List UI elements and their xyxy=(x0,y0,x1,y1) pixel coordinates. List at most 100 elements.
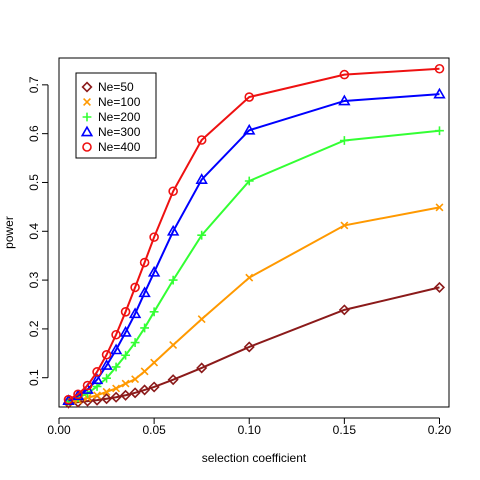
data-point-diamond xyxy=(101,393,113,405)
data-point-diamond xyxy=(196,362,208,374)
data-point-triangle xyxy=(166,224,180,236)
series-line xyxy=(68,206,440,404)
plot-frame xyxy=(58,57,450,408)
data-point-circle xyxy=(63,394,74,405)
series-ne-100 xyxy=(64,203,444,407)
data-point-diamond xyxy=(129,387,141,399)
data-point-circle xyxy=(92,367,102,377)
data-point-diamond xyxy=(110,391,122,403)
data-point-circle xyxy=(149,232,159,242)
data-point-x xyxy=(150,358,159,367)
data-point-x xyxy=(93,391,102,400)
legend-label: Ne=50 xyxy=(98,80,134,94)
data-point-diamond xyxy=(148,381,160,393)
data-point-circle xyxy=(168,186,178,197)
data-point-x xyxy=(245,273,254,282)
legend-marker-plus xyxy=(82,112,92,122)
series-ne-50 xyxy=(62,281,446,409)
data-point-triangle xyxy=(338,94,351,106)
y-tick-label: 0.3 xyxy=(27,271,41,288)
data-point-x xyxy=(140,367,149,376)
legend-marker-circle xyxy=(82,142,92,152)
data-point-plus xyxy=(168,275,178,285)
data-point-triangle xyxy=(100,359,113,370)
data-point-plus xyxy=(121,350,130,360)
series-ne-200 xyxy=(64,126,444,406)
legend-label: Ne=400 xyxy=(98,140,141,154)
data-point-x xyxy=(340,221,349,230)
data-point-circle xyxy=(434,63,445,74)
x-axis: 0.00 0.05 0.10 0.15 0.20 xyxy=(47,417,452,437)
data-point-plus xyxy=(149,307,159,317)
data-point-circle xyxy=(339,69,350,80)
data-point-plus xyxy=(197,230,207,240)
x-tick-label: 0.05 xyxy=(142,423,166,437)
series-group xyxy=(62,63,446,409)
x-tick-label: 0.15 xyxy=(333,423,357,437)
data-point-triangle xyxy=(243,123,256,135)
x-tick-label: 0.00 xyxy=(47,423,71,437)
legend-label: Ne=300 xyxy=(98,125,141,139)
series-ne-400 xyxy=(63,63,445,405)
legend-item: Ne=300 xyxy=(80,125,141,139)
data-point-x xyxy=(131,375,140,384)
data-point-diamond xyxy=(243,341,255,353)
legend-item: Ne=50 xyxy=(81,80,134,94)
data-point-circle xyxy=(139,257,150,268)
data-point-triangle xyxy=(147,265,161,277)
data-point-circle xyxy=(120,307,131,317)
legend-label: Ne=200 xyxy=(98,110,141,124)
data-point-circle xyxy=(73,389,83,400)
data-point-diamond xyxy=(120,389,132,401)
data-point-diamond xyxy=(167,374,179,386)
legend-marker-triangle xyxy=(80,125,94,137)
data-point-triangle xyxy=(195,173,208,184)
data-point-circle xyxy=(82,380,93,391)
x-tick-label: 0.10 xyxy=(238,423,262,437)
data-point-plus xyxy=(339,136,349,145)
x-tick-label: 0.20 xyxy=(428,423,452,437)
data-point-circle xyxy=(130,282,140,293)
data-point-x xyxy=(435,203,444,212)
series-line xyxy=(68,129,440,403)
data-point-x xyxy=(169,341,178,349)
x-axis-title: selection coefficient xyxy=(202,451,307,465)
legend-item: Ne=200 xyxy=(82,110,141,124)
data-point-triangle xyxy=(109,343,123,355)
data-point-plus xyxy=(130,338,140,347)
data-point-circle xyxy=(244,92,255,102)
data-point-circle xyxy=(111,329,121,340)
series-line xyxy=(68,67,440,401)
legend-item: Ne=400 xyxy=(82,140,141,154)
legend-item: Ne=100 xyxy=(83,95,141,109)
legend-label: Ne=100 xyxy=(98,95,141,109)
data-point-triangle xyxy=(138,286,151,298)
data-point-triangle xyxy=(90,373,104,385)
y-tick-label: 0.1 xyxy=(27,369,41,386)
data-point-circle xyxy=(196,135,207,145)
data-point-x xyxy=(102,387,111,396)
axes: 0.00 0.05 0.10 0.15 0.200.10.20.30.40.50.60.… xyxy=(2,57,452,465)
data-point-plus xyxy=(111,362,121,372)
data-point-x xyxy=(121,379,130,388)
data-point-diamond xyxy=(139,384,151,396)
y-tick-label: 0.5 xyxy=(27,174,41,191)
legend-marker-diamond xyxy=(81,81,93,93)
y-tick-label: 0.2 xyxy=(27,320,41,337)
data-point-x xyxy=(197,315,206,324)
y-tick-label: 0.7 xyxy=(27,76,41,93)
data-point-triangle xyxy=(119,325,132,337)
y-axis: 0.1 0.2 0.3 0.4 0.5 0.6 0.7 xyxy=(27,76,49,386)
y-tick-label: 0.4 xyxy=(27,223,41,240)
data-point-diamond xyxy=(433,281,446,293)
data-point-diamond xyxy=(338,304,350,316)
legend-marker-x xyxy=(83,98,91,106)
data-point-triangle xyxy=(128,307,142,319)
data-point-circle xyxy=(101,349,112,360)
data-point-plus xyxy=(435,126,444,136)
y-tick-label: 0.6 xyxy=(27,125,41,142)
data-point-plus xyxy=(244,176,254,186)
